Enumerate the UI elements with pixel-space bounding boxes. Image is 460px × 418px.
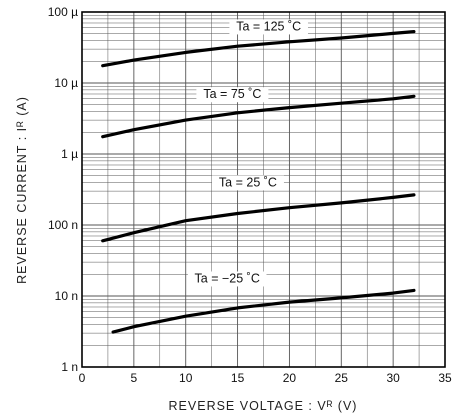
y-axis-label: REVERSE CURRENT : Iᴿ (A) [15, 96, 29, 284]
y-tick-labels: 100 µ 10 µ 1 µ 100 n 10 n 1 n [48, 5, 78, 374]
x-axis-label: REVERSE VOLTAGE : Vᴿ (V) [169, 399, 358, 413]
series-label-background [211, 175, 284, 191]
x-tick-label: 15 [231, 371, 245, 385]
series-label-text: Ta = −25 ˚C [195, 271, 260, 285]
series-label-background [187, 271, 267, 287]
x-tick-labels: 0 5 10 15 20 25 30 35 [79, 371, 452, 385]
series-line-3 [111, 288, 416, 334]
x-tick-label: 5 [131, 371, 138, 385]
series-line-1 [101, 94, 416, 139]
x-tick-label: 30 [386, 371, 400, 385]
series-label-text: Ta = 25 ˚C [219, 175, 277, 189]
x-tick-label: 0 [79, 371, 86, 385]
series-lines [101, 30, 416, 334]
y-tick-label: 100 µ [48, 5, 78, 19]
x-tick-label: 35 [438, 371, 452, 385]
series-label-2: Ta = 25 ˚C [211, 175, 284, 191]
series-label-0: Ta = 125 ˚C [229, 19, 308, 35]
x-tick-label: 10 [179, 371, 193, 385]
y-tick-label: 10 n [55, 289, 78, 303]
plot-frame [81, 11, 446, 368]
series-label-1: Ta = 75 ˚C [196, 87, 269, 103]
series-label-background [196, 87, 269, 103]
series-label-3: Ta = −25 ˚C [187, 271, 267, 287]
series-line-0 [101, 30, 416, 68]
series-label-text: Ta = 125 ˚C [236, 19, 301, 33]
y-tick-label: 1 µ [61, 147, 78, 161]
series-line-2 [101, 193, 416, 243]
series-label-text: Ta = 75 ˚C [203, 87, 261, 101]
x-tick-label: 25 [335, 371, 349, 385]
x-tick-label: 20 [283, 371, 297, 385]
y-tick-label: 10 µ [54, 76, 78, 90]
y-tick-label: 1 n [61, 360, 78, 374]
grid [81, 12, 446, 368]
y-tick-label: 100 n [48, 218, 78, 232]
series-labels: Ta = 125 ˚C Ta = 75 ˚C Ta = 25 ˚C Ta = −25 … [187, 19, 308, 287]
series-label-background [229, 19, 308, 35]
